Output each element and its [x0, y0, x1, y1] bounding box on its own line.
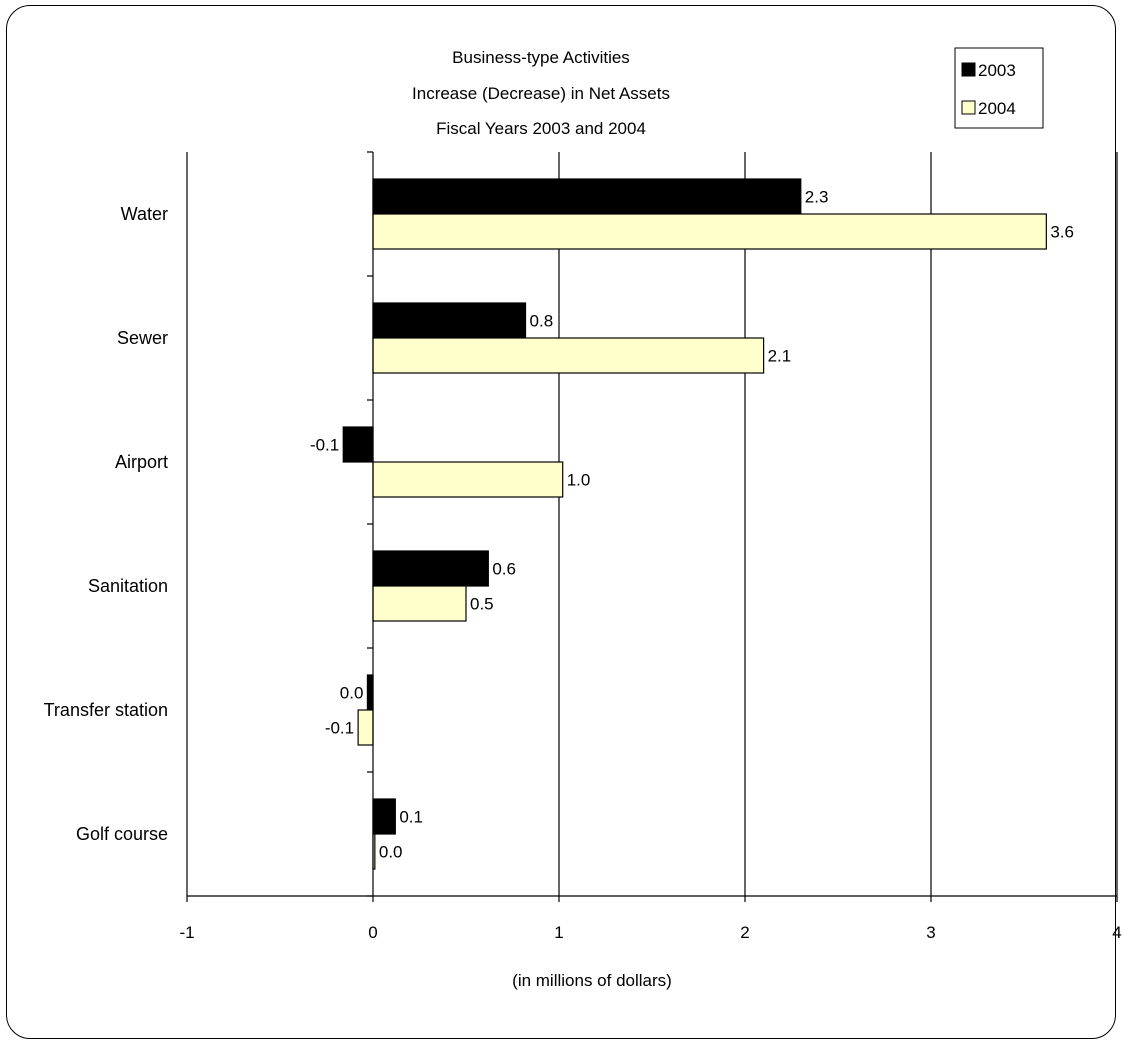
gridlines	[558, 152, 1118, 896]
x-tick-4: 4	[1112, 923, 1121, 942]
x-tick-2: 2	[740, 923, 749, 942]
bar-2004-sewer	[372, 337, 765, 374]
data-label-2003-water: 2.3	[805, 188, 829, 207]
legend-swatch-2004	[961, 100, 976, 115]
category-label-golf-course: Golf course	[76, 824, 168, 844]
data-label-2003-airport: -0.1	[310, 436, 339, 455]
data-label-2004-sewer: 2.1	[768, 347, 792, 366]
category-label-transfer-station: Transfer station	[44, 700, 168, 720]
legend: 2003 2004	[954, 47, 1044, 129]
x-tick--1: -1	[179, 923, 194, 942]
data-label-2003-sanitation: 0.6	[492, 560, 516, 579]
legend-swatch-2003	[961, 62, 976, 77]
category-label-sanitation: Sanitation	[88, 576, 168, 596]
bar-2004-airport	[372, 461, 564, 498]
bar-2003-transfer-station	[366, 674, 374, 711]
data-label-2004-golf-course: 0.0	[379, 843, 403, 862]
axes	[186, 151, 1118, 902]
legend-label-2004: 2004	[978, 99, 1016, 118]
legend-label-2003: 2003	[978, 61, 1016, 80]
data-label-2004-transfer-station: -0.1	[325, 719, 354, 738]
x-tick-1: 1	[554, 923, 563, 942]
data-label-2003-sewer: 0.8	[530, 312, 554, 331]
x-tick-3: 3	[926, 923, 935, 942]
title-line-3: Fiscal Years 2003 and 2004	[436, 119, 646, 138]
x-tick-labels: -1 0 1 2 3 4	[179, 923, 1121, 942]
bar-2004-sanitation	[372, 585, 467, 622]
title-line-2: Increase (Decrease) in Net Assets	[412, 84, 670, 103]
bar-2004-transfer-station	[357, 709, 374, 746]
x-tick-0: 0	[368, 923, 377, 942]
chart-title: Business-type Activities Increase (Decre…	[412, 48, 670, 138]
category-labels: Water Sewer Airport Sanitation Transfer stat…	[44, 204, 168, 844]
bar-2004-water	[372, 213, 1047, 250]
x-axis-title: (in millions of dollars)	[512, 971, 672, 990]
bar-2003-golf-course	[372, 798, 396, 835]
category-label-airport: Airport	[115, 452, 168, 472]
legend-box	[954, 47, 1044, 129]
data-label-2003-golf-course: 0.1	[399, 808, 423, 827]
bar-2003-sanitation	[372, 550, 489, 587]
title-line-1: Business-type Activities	[452, 48, 630, 67]
bars	[342, 178, 1047, 870]
data-label-2004-water: 3.6	[1050, 223, 1074, 242]
category-label-water: Water	[121, 204, 168, 224]
data-label-2004-airport: 1.0	[567, 471, 591, 490]
data-label-2003-transfer-station: 0.0	[340, 684, 364, 703]
data-label-2004-sanitation: 0.5	[470, 595, 494, 614]
bar-2003-sewer	[372, 302, 527, 339]
data-labels: 2.3 3.6 0.8 2.1 -0.1 1.0 0.6 0.5 0.0 -0.1 0.1 0.0	[310, 188, 1074, 862]
category-label-sewer: Sewer	[117, 328, 168, 348]
bar-2003-airport	[342, 426, 374, 463]
bar-2003-water	[372, 178, 802, 215]
